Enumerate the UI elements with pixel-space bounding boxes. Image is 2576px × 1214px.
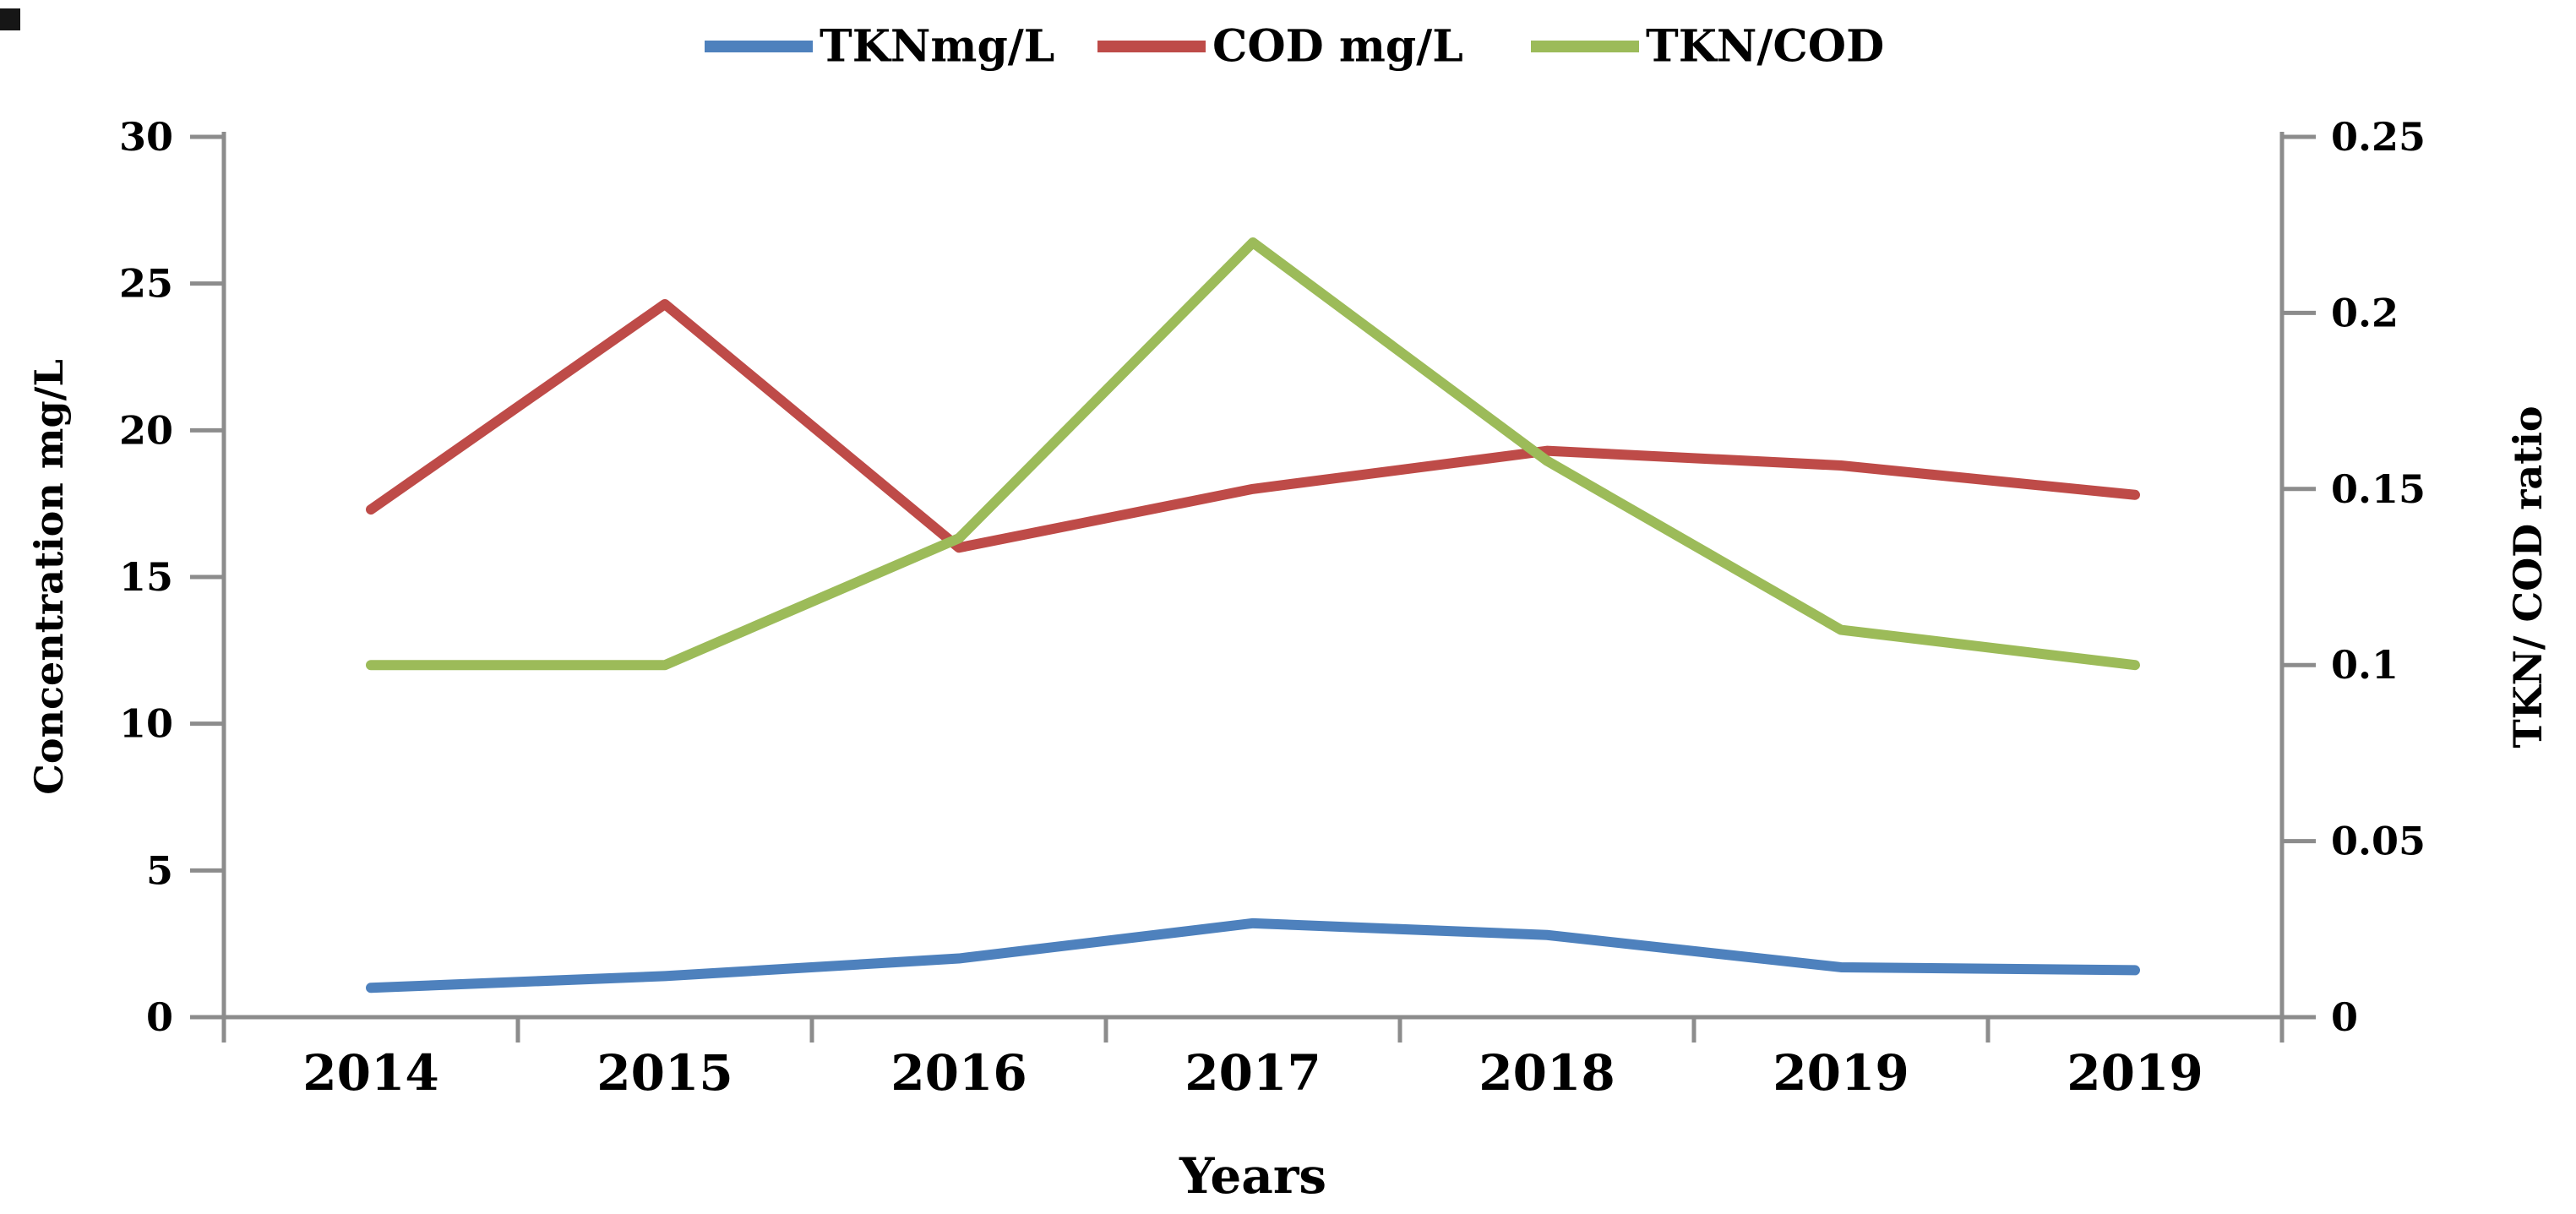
right-tick-label: 0.05 — [2331, 819, 2426, 864]
right-axis-title: TKN/ COD ratio — [2505, 406, 2551, 748]
x-category-label: 2014 — [302, 1044, 438, 1102]
right-tick-label: 0.15 — [2331, 466, 2426, 512]
right-tick-label: 0 — [2331, 994, 2358, 1040]
left-tick-label: 30 — [119, 114, 173, 160]
right-tick-label: 0.1 — [2331, 642, 2399, 688]
x-category-label: 2017 — [1185, 1044, 1321, 1102]
left-tick-label: 10 — [119, 701, 173, 747]
left-tick-label: 20 — [119, 407, 173, 453]
x-category-label: 2015 — [596, 1044, 732, 1102]
legend-label: TKNmg/L — [820, 21, 1054, 73]
left-tick-label: 0 — [146, 994, 173, 1040]
legend-label: COD mg/L — [1212, 21, 1463, 73]
x-category-label: 2019 — [1773, 1044, 1909, 1102]
left-tick-label: 5 — [146, 847, 173, 893]
right-tick-label: 0.25 — [2331, 114, 2426, 160]
x-category-label: 2018 — [1479, 1044, 1615, 1102]
x-category-label: 2016 — [890, 1044, 1027, 1102]
scan-artifact — [0, 8, 20, 30]
legend-label: TKN/COD — [1646, 21, 1884, 73]
left-tick-label: 15 — [119, 554, 173, 600]
series-line-2 — [366, 298, 2140, 553]
right-tick-label: 0.2 — [2331, 290, 2399, 335]
x-axis-title: Years — [1179, 1147, 1326, 1205]
left-axis-title: Concentration mg/L — [26, 359, 72, 795]
left-tick-label: 25 — [119, 261, 173, 307]
series-line-1 — [366, 917, 2140, 994]
series-line-3 — [366, 237, 2140, 671]
x-category-label: 2019 — [2067, 1044, 2203, 1102]
